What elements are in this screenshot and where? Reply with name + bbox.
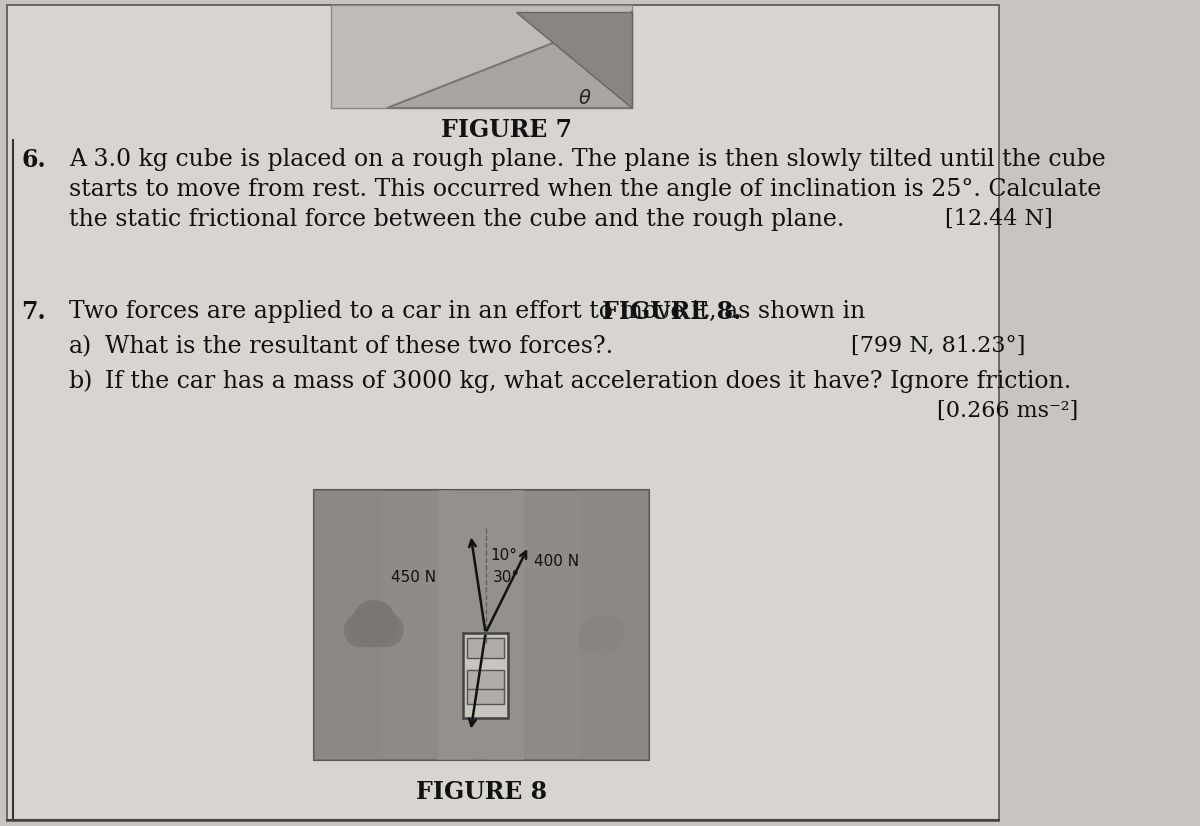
Text: 10°: 10° [491, 548, 517, 563]
Ellipse shape [354, 600, 394, 630]
Polygon shape [386, 12, 631, 108]
Text: 7.: 7. [22, 300, 46, 324]
Ellipse shape [578, 626, 608, 654]
Text: 400 N: 400 N [534, 554, 578, 569]
Text: FIGURE 8.: FIGURE 8. [601, 300, 740, 324]
Text: the static frictional force between the cube and the rough plane.: the static frictional force between the … [68, 208, 845, 231]
Text: FIGURE 7: FIGURE 7 [442, 118, 572, 142]
Text: If the car has a mass of 3000 kg, what acceleration does it have? Ignore frictio: If the car has a mass of 3000 kg, what a… [104, 370, 1072, 393]
Ellipse shape [370, 613, 404, 648]
Text: What is the resultant of these two forces?.: What is the resultant of these two force… [104, 335, 613, 358]
Text: [799 N, 81.23°]: [799 N, 81.23°] [851, 335, 1025, 357]
Text: a): a) [68, 335, 92, 358]
Ellipse shape [343, 613, 378, 648]
Ellipse shape [580, 615, 623, 655]
Text: A 3.0 kg cube is placed on a rough plane. The plane is then slowly tilted until : A 3.0 kg cube is placed on a rough plane… [68, 148, 1105, 171]
Bar [313, 490, 383, 760]
Text: starts to move from rest. This occurred when the angle of inclination is 25°. Ca: starts to move from rest. This occurred … [68, 178, 1102, 201]
Bar [468, 638, 504, 658]
Text: 450 N: 450 N [390, 571, 436, 586]
Polygon shape [313, 490, 473, 760]
Polygon shape [331, 5, 631, 108]
Text: [12.44 N]: [12.44 N] [946, 208, 1054, 230]
Bar [313, 490, 649, 760]
Text: $\theta$: $\theta$ [577, 88, 592, 107]
Polygon shape [516, 12, 631, 108]
Bar [463, 633, 508, 718]
Text: Two forces are applied to a car in an effort to move it, as shown in: Two forces are applied to a car in an ef… [68, 300, 872, 323]
Text: [0.266 ms⁻²]: [0.266 ms⁻²] [937, 400, 1078, 422]
Bar [468, 689, 504, 704]
Bar [468, 670, 504, 690]
Ellipse shape [350, 602, 397, 648]
Text: 30°: 30° [492, 571, 520, 586]
Bar [580, 490, 649, 760]
Polygon shape [490, 490, 649, 760]
Bar [438, 490, 524, 760]
Text: FIGURE 8: FIGURE 8 [415, 780, 547, 804]
Text: b): b) [68, 370, 94, 393]
Ellipse shape [595, 615, 625, 645]
Text: 6.: 6. [22, 148, 46, 172]
